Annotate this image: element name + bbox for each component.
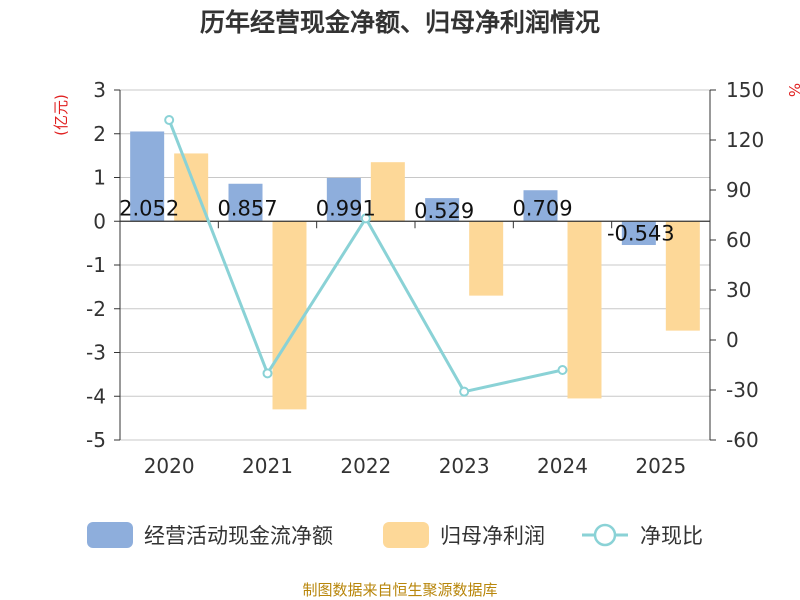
x-axis-tick-label: 2022 — [340, 454, 391, 478]
bar-cash-flow — [326, 177, 361, 222]
point-ratio — [557, 365, 568, 375]
point-ratio — [262, 368, 273, 379]
line-series-group — [164, 115, 568, 397]
legend-label-net-profit: 归母净利润 — [440, 524, 545, 548]
tick-label-group: 3 2 1 0 -1 -2 -3 -4 -5 150 120 90 60 30 0 -30 -60 2020 202… — [86, 78, 764, 478]
x-axis-tick-label: 2020 — [144, 454, 195, 478]
left-axis-tick-label: -5 — [86, 428, 106, 452]
left-axis-tick-label: -4 — [86, 384, 106, 408]
left-axis-unit: (亿元) — [52, 94, 70, 136]
right-axis-unit: % — [785, 83, 800, 97]
left-axis-tick-label: 0 — [93, 209, 106, 233]
left-axis-tick-label: 3 — [93, 78, 106, 102]
chart-title: 历年经营现金净额、归母净利润情况 — [200, 8, 600, 37]
bar-net-profit — [469, 221, 504, 296]
right-axis-tick-label: 60 — [726, 228, 751, 252]
right-axis-tick-label: 30 — [726, 278, 751, 302]
bar-cash-flow — [228, 183, 263, 222]
data-label-cash-flow: 2.052 — [119, 196, 179, 220]
point-ratio — [360, 213, 371, 224]
bar-net-profit — [567, 221, 602, 399]
right-axis-tick-label: 0 — [726, 328, 739, 352]
axes-group — [114, 89, 716, 441]
data-label-cash-flow: 0.709 — [512, 196, 572, 220]
point-ratio — [459, 386, 470, 397]
bar-cash-flow — [130, 131, 165, 222]
data-source-note: 制图数据来自恒生聚源数据库 — [302, 581, 497, 599]
data-label-cash-flow: 0.857 — [217, 196, 277, 220]
data-label-group: 2.052 0.857 0.991 0.529 0.709 -0.543 — [119, 196, 675, 245]
legend-swatch-cash-flow — [87, 522, 133, 548]
left-axis-tick-label: -1 — [86, 253, 106, 277]
x-axis-tick-label: 2024 — [537, 454, 588, 478]
legend-swatch-net-profit — [383, 522, 429, 548]
right-axis-tick-label: -60 — [726, 428, 759, 452]
point-ratio — [164, 115, 175, 125]
bar-series-group — [130, 131, 700, 410]
left-axis-tick-label: -3 — [86, 341, 106, 365]
bar-net-profit — [370, 162, 405, 222]
data-label-cash-flow: -0.543 — [607, 221, 675, 245]
line-ratio — [167, 119, 563, 394]
left-axis-tick-label: -2 — [86, 297, 106, 321]
bar-net-profit — [665, 221, 700, 331]
right-axis-tick-label: 90 — [726, 178, 751, 202]
left-axis-tick-label: 2 — [93, 122, 106, 146]
bar-net-profit — [272, 221, 307, 410]
x-axis-tick-label: 2021 — [242, 454, 293, 478]
legend: 经营活动现金流净额 归母净利润 净现比 — [87, 522, 703, 548]
x-axis-tick-label: 2025 — [635, 454, 686, 478]
bar-cash-flow — [621, 221, 656, 246]
x-axis-tick-label: 2023 — [439, 454, 490, 478]
bar-cash-flow — [523, 190, 558, 222]
legend-marker-ratio — [593, 523, 617, 547]
legend-label-ratio: 净现比 — [640, 524, 703, 548]
bar-cash-flow — [425, 198, 460, 222]
left-axis-tick-label: 1 — [93, 166, 106, 190]
right-axis-tick-label: 150 — [726, 78, 764, 102]
data-label-cash-flow: 0.529 — [414, 199, 474, 223]
grid-lines — [120, 89, 710, 441]
data-label-cash-flow: 0.991 — [316, 196, 376, 220]
right-axis-tick-label: 120 — [726, 128, 764, 152]
legend-label-cash-flow: 经营活动现金流净额 — [144, 524, 333, 548]
right-axis-tick-label: -30 — [726, 378, 759, 402]
